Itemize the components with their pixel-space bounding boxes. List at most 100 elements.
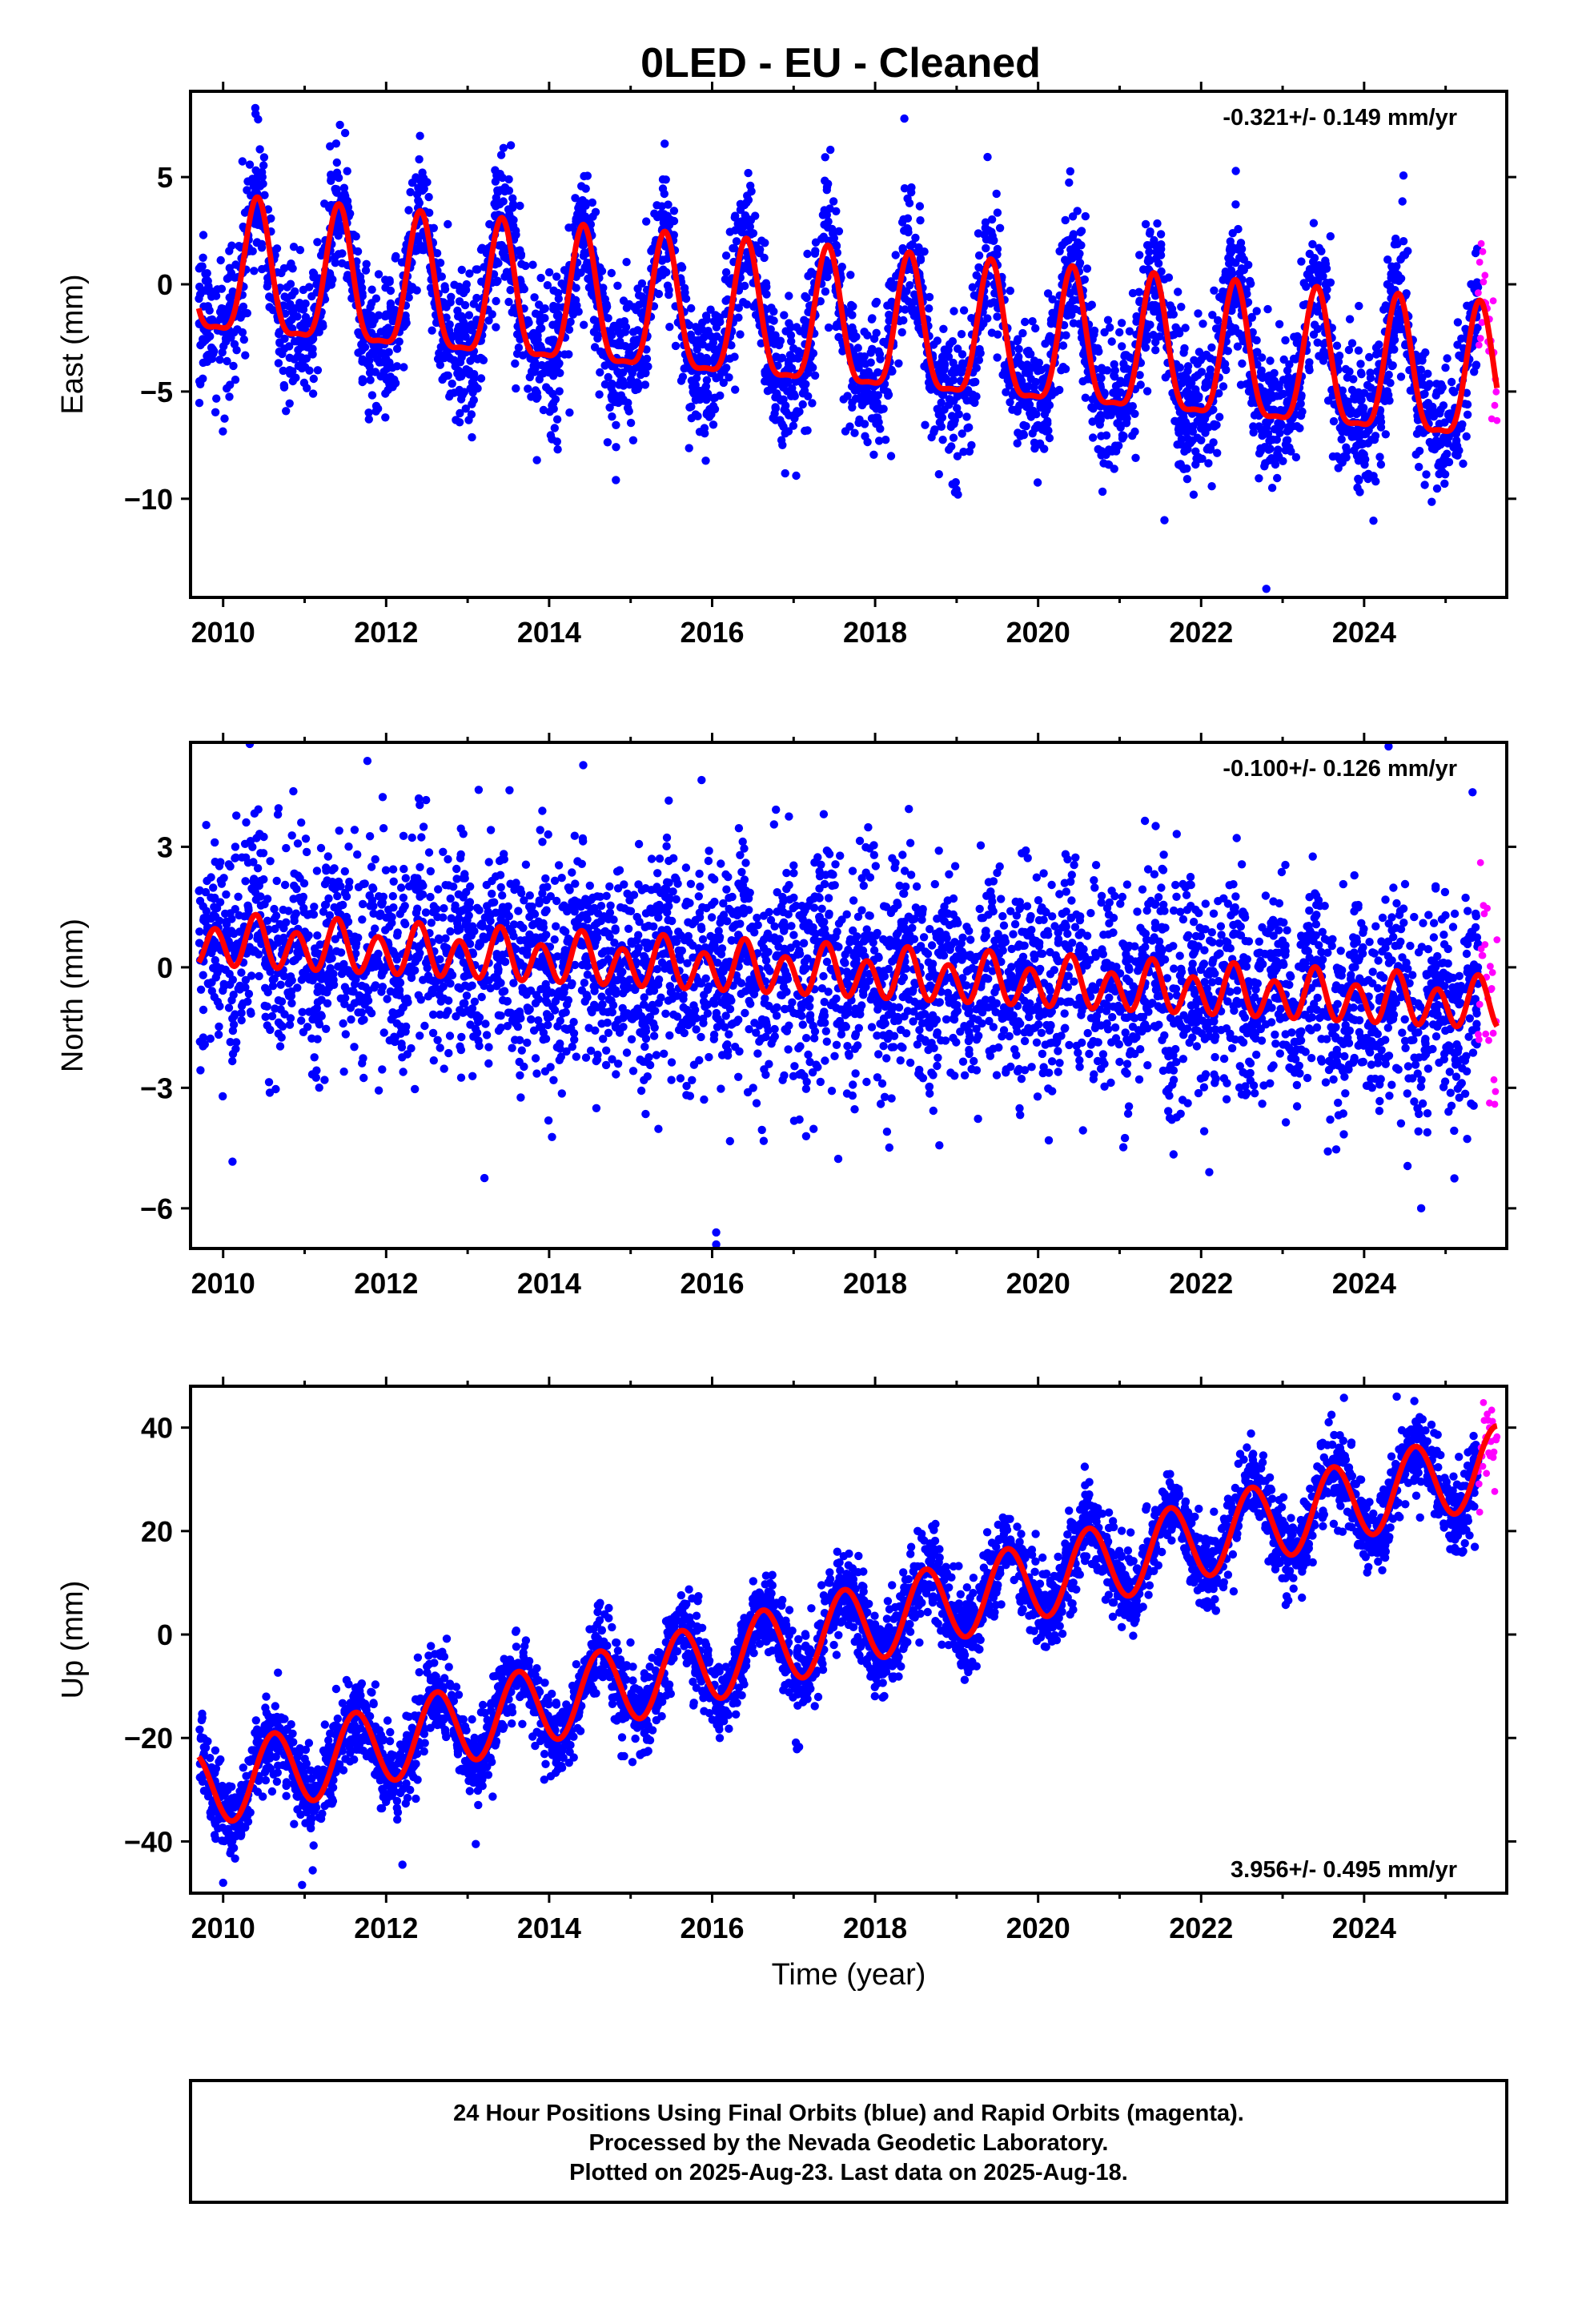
final-orbit-point bbox=[1275, 320, 1284, 328]
final-orbit-point bbox=[388, 311, 397, 320]
final-orbit-point bbox=[1359, 440, 1368, 448]
final-orbit-point bbox=[1347, 432, 1356, 441]
final-orbit-point bbox=[245, 160, 255, 169]
final-orbit-point bbox=[731, 385, 740, 394]
final-orbit-point bbox=[504, 175, 513, 184]
final-orbit-point bbox=[303, 343, 312, 352]
final-orbit-point bbox=[957, 330, 966, 339]
final-orbit-point bbox=[1110, 360, 1118, 369]
final-orbit-point bbox=[1315, 261, 1323, 270]
final-orbit-point bbox=[468, 1072, 477, 1081]
final-orbit-point bbox=[1082, 264, 1092, 273]
final-orbit-point bbox=[199, 253, 207, 262]
final-orbit-point bbox=[1297, 257, 1306, 266]
final-orbit-point bbox=[785, 292, 793, 300]
final-orbit-point bbox=[1195, 348, 1204, 356]
final-orbit-point bbox=[1435, 458, 1444, 467]
final-orbit-point bbox=[335, 120, 344, 130]
final-orbit-point bbox=[239, 222, 247, 231]
final-orbit-point bbox=[967, 440, 976, 450]
final-orbit-point bbox=[732, 237, 741, 246]
final-orbit-point bbox=[1281, 446, 1290, 455]
final-orbit-point bbox=[334, 231, 343, 240]
final-orbit-point bbox=[1136, 380, 1145, 389]
final-orbit-point bbox=[820, 220, 829, 229]
final-orbit-point bbox=[508, 1043, 516, 1052]
final-orbit-point bbox=[1422, 400, 1431, 409]
final-orbit-point bbox=[971, 377, 980, 387]
final-orbit-point bbox=[729, 243, 739, 253]
final-orbit-point bbox=[721, 267, 731, 277]
final-orbit-point bbox=[1275, 452, 1283, 461]
final-orbit-point bbox=[685, 444, 693, 452]
final-orbit-point bbox=[993, 208, 1002, 217]
final-orbit-point bbox=[684, 918, 693, 927]
final-orbit-point bbox=[1279, 355, 1288, 364]
final-orbit-point bbox=[637, 279, 647, 288]
final-orbit-point bbox=[1098, 487, 1107, 497]
final-orbit-point bbox=[849, 926, 857, 935]
final-orbit-point bbox=[1231, 324, 1240, 333]
final-orbit-point bbox=[1002, 388, 1010, 396]
final-orbit-point bbox=[873, 391, 883, 400]
final-orbit-point bbox=[1087, 300, 1097, 309]
final-orbit-point bbox=[769, 413, 777, 423]
final-orbit-point bbox=[327, 176, 335, 185]
final-orbit-point bbox=[1174, 421, 1184, 430]
final-orbit-point bbox=[250, 267, 259, 275]
final-orbit-point bbox=[938, 436, 947, 444]
final-orbit-point bbox=[1075, 1055, 1084, 1065]
final-orbit-point bbox=[1355, 301, 1363, 311]
final-orbit-point bbox=[203, 302, 212, 311]
final-orbit-point bbox=[1269, 405, 1279, 414]
final-orbit-point bbox=[784, 377, 793, 386]
final-orbit-point bbox=[1418, 373, 1427, 382]
rapid-orbit-point bbox=[1492, 388, 1500, 396]
final-orbit-point bbox=[584, 923, 592, 933]
final-orbit-point bbox=[658, 184, 668, 193]
final-orbit-point bbox=[435, 348, 444, 358]
final-orbit-point bbox=[331, 187, 340, 196]
final-orbit-point bbox=[1332, 341, 1342, 350]
final-orbit-point bbox=[288, 264, 297, 273]
final-orbit-point bbox=[590, 343, 600, 352]
final-orbit-point bbox=[1275, 424, 1284, 432]
final-orbit-point bbox=[596, 368, 604, 377]
final-orbit-point bbox=[512, 226, 520, 235]
final-orbit-point bbox=[1263, 304, 1272, 314]
final-orbit-point bbox=[376, 372, 385, 381]
final-orbit-point bbox=[500, 252, 508, 262]
rapid-orbit-point bbox=[1481, 271, 1489, 279]
final-orbit-point bbox=[368, 320, 377, 329]
final-orbit-point bbox=[901, 305, 909, 314]
final-orbit-point bbox=[418, 245, 427, 255]
final-orbit-point bbox=[1468, 1026, 1477, 1035]
final-orbit-point bbox=[340, 190, 349, 199]
final-orbit-point bbox=[584, 274, 592, 283]
final-orbit-point bbox=[299, 285, 308, 295]
final-orbit-point bbox=[1231, 167, 1240, 175]
final-orbit-point bbox=[274, 804, 283, 813]
final-orbit-point bbox=[1041, 340, 1050, 348]
final-orbit-point bbox=[1266, 356, 1275, 365]
final-orbit-point bbox=[795, 407, 804, 416]
final-orbit-point bbox=[1094, 347, 1103, 356]
final-orbit-point bbox=[1042, 398, 1051, 408]
final-orbit-point bbox=[280, 334, 289, 344]
final-orbit-point bbox=[1355, 431, 1364, 440]
final-orbit-point bbox=[993, 312, 1002, 321]
final-orbit-point bbox=[1448, 386, 1457, 395]
final-orbit-point bbox=[705, 412, 714, 421]
final-orbit-point bbox=[1131, 453, 1140, 462]
final-orbit-point bbox=[1299, 300, 1308, 310]
final-orbit-point bbox=[846, 271, 855, 279]
final-orbit-point bbox=[1208, 311, 1217, 320]
final-orbit-point bbox=[468, 400, 476, 408]
final-orbit-point bbox=[1164, 273, 1174, 282]
final-orbit-point bbox=[268, 982, 278, 991]
final-orbit-point bbox=[1188, 427, 1198, 436]
final-orbit-point bbox=[478, 243, 487, 252]
final-orbit-point bbox=[235, 242, 243, 251]
final-orbit-point bbox=[595, 390, 604, 399]
